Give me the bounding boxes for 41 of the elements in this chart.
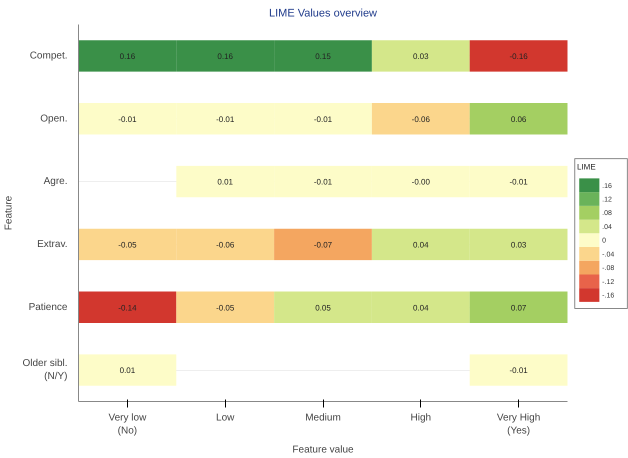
data-label: 0.06 [510, 114, 527, 124]
y-tick-label: Patience [28, 302, 68, 313]
data-label: 0.16 [120, 52, 136, 61]
data-label: 0.16 [217, 52, 234, 61]
x-tick-label: Very High (Yes) [496, 412, 540, 437]
data-label: -0.01 [216, 114, 235, 124]
data-label: -0.05 [118, 240, 138, 250]
x-tick-label: Very low (No) [108, 412, 148, 437]
chart-title: LIME Values overview [268, 8, 378, 20]
y-tick-label: Open. [40, 113, 68, 124]
y-tick-label: Older sibl. (N/Y) [22, 358, 68, 382]
data-label: -0.00 [412, 178, 430, 187]
color-bar-title: LIME [576, 162, 596, 172]
x-tick-label: High [410, 412, 432, 424]
data-label: 0.15 [315, 52, 332, 61]
data-label: -0.06 [216, 240, 235, 250]
data-label: -0.01 [118, 114, 138, 124]
y-tick-label: Compet. [30, 50, 68, 62]
data-label: 0.07 [510, 303, 527, 312]
data-label: -0.06 [412, 114, 430, 124]
data-label: 0.03 [510, 240, 527, 250]
data-label: -0.07 [314, 240, 333, 250]
x-axis-title: Feature value [292, 444, 354, 456]
x-tick-label: Low [216, 412, 236, 424]
data-label: -0.01 [509, 178, 528, 187]
data-label: 0.03 [413, 52, 430, 61]
data-label: -0.14 [118, 303, 138, 312]
y-axis-title: Feature [3, 195, 14, 230]
data-label: 0.04 [413, 303, 430, 312]
data-label: -0.01 [509, 366, 528, 376]
x-tick-label: Medium [305, 412, 341, 424]
data-label: -0.01 [314, 114, 333, 124]
data-label: -0.16 [509, 52, 528, 61]
data-label: 0.01 [120, 366, 136, 376]
data-label: 0.05 [315, 303, 332, 312]
data-label: 0.01 [217, 178, 234, 187]
y-tick-label: Agre. [44, 176, 68, 188]
data-label: -0.01 [314, 178, 333, 187]
data-label: 0.04 [413, 240, 430, 250]
y-tick-label: Extrav. [37, 238, 68, 250]
data-label: -0.05 [216, 303, 235, 312]
